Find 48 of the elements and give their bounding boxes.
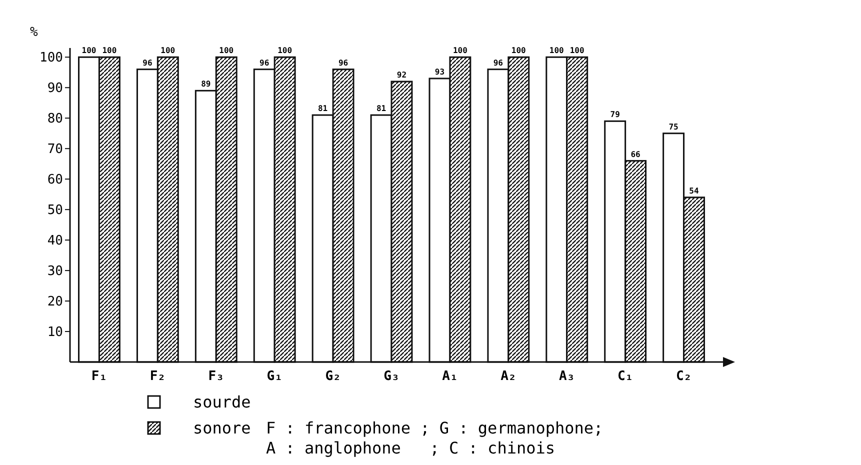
x-tick-label: G₃ bbox=[384, 369, 400, 384]
x-tick-label: C₂ bbox=[676, 369, 692, 384]
data-label: 96 bbox=[142, 58, 152, 68]
data-label: 92 bbox=[396, 70, 407, 80]
data-label: 96 bbox=[493, 58, 504, 68]
x-tick-label: F₁ bbox=[91, 369, 108, 384]
data-label: 54 bbox=[689, 186, 699, 196]
y-tick-label: 80 bbox=[47, 112, 63, 127]
x-tick-label: A₁ bbox=[442, 369, 458, 384]
data-label: 100 bbox=[82, 46, 96, 56]
data-label: 75 bbox=[668, 122, 679, 132]
data-label: 96 bbox=[338, 58, 348, 68]
x-tick-label: A₂ bbox=[500, 369, 516, 384]
x-tick-label: G₁ bbox=[266, 369, 282, 384]
y-tick-label: 50 bbox=[47, 203, 63, 218]
x-tick-label: F₃ bbox=[208, 369, 224, 384]
x-tick-label: G₂ bbox=[325, 369, 341, 384]
x-tick-label: A₃ bbox=[559, 369, 575, 384]
data-label: 100 bbox=[160, 46, 176, 56]
data-label: 100 bbox=[511, 46, 526, 56]
data-label: 100 bbox=[549, 46, 564, 56]
data-label: 89 bbox=[201, 80, 211, 89]
y-tick-label: 60 bbox=[47, 172, 63, 188]
data-label: 100 bbox=[102, 46, 117, 56]
legend-label: sonore bbox=[193, 418, 251, 438]
text: A : anglophone ; C : chinois bbox=[266, 438, 555, 458]
data-label: 81 bbox=[376, 104, 386, 114]
data-label: 100 bbox=[278, 46, 292, 56]
y-tick-label: 90 bbox=[47, 81, 63, 96]
y-tick-label: 10 bbox=[47, 325, 63, 340]
legend-label: sourde bbox=[193, 392, 251, 412]
text: F : francophone ; G : germanophone; bbox=[266, 418, 604, 438]
y-tick-label: 100 bbox=[40, 50, 63, 66]
data-label: 100 bbox=[452, 46, 468, 56]
y-tick-label: 40 bbox=[47, 234, 63, 249]
data-label: 93 bbox=[434, 67, 445, 76]
y-axis-title: % bbox=[30, 25, 38, 40]
data-label: 79 bbox=[610, 110, 620, 120]
x-tick-label: C₁ bbox=[617, 369, 634, 384]
y-tick-label: 70 bbox=[47, 142, 63, 158]
y-tick-label: 20 bbox=[47, 294, 63, 310]
y-tick-label: 30 bbox=[47, 264, 63, 280]
x-tick-label: F₂ bbox=[150, 369, 166, 384]
data-label: 100 bbox=[570, 46, 584, 56]
data-label: 100 bbox=[219, 46, 234, 56]
data-label: 81 bbox=[318, 104, 328, 114]
data-label: 96 bbox=[260, 58, 270, 68]
data-label: 66 bbox=[630, 150, 641, 159]
